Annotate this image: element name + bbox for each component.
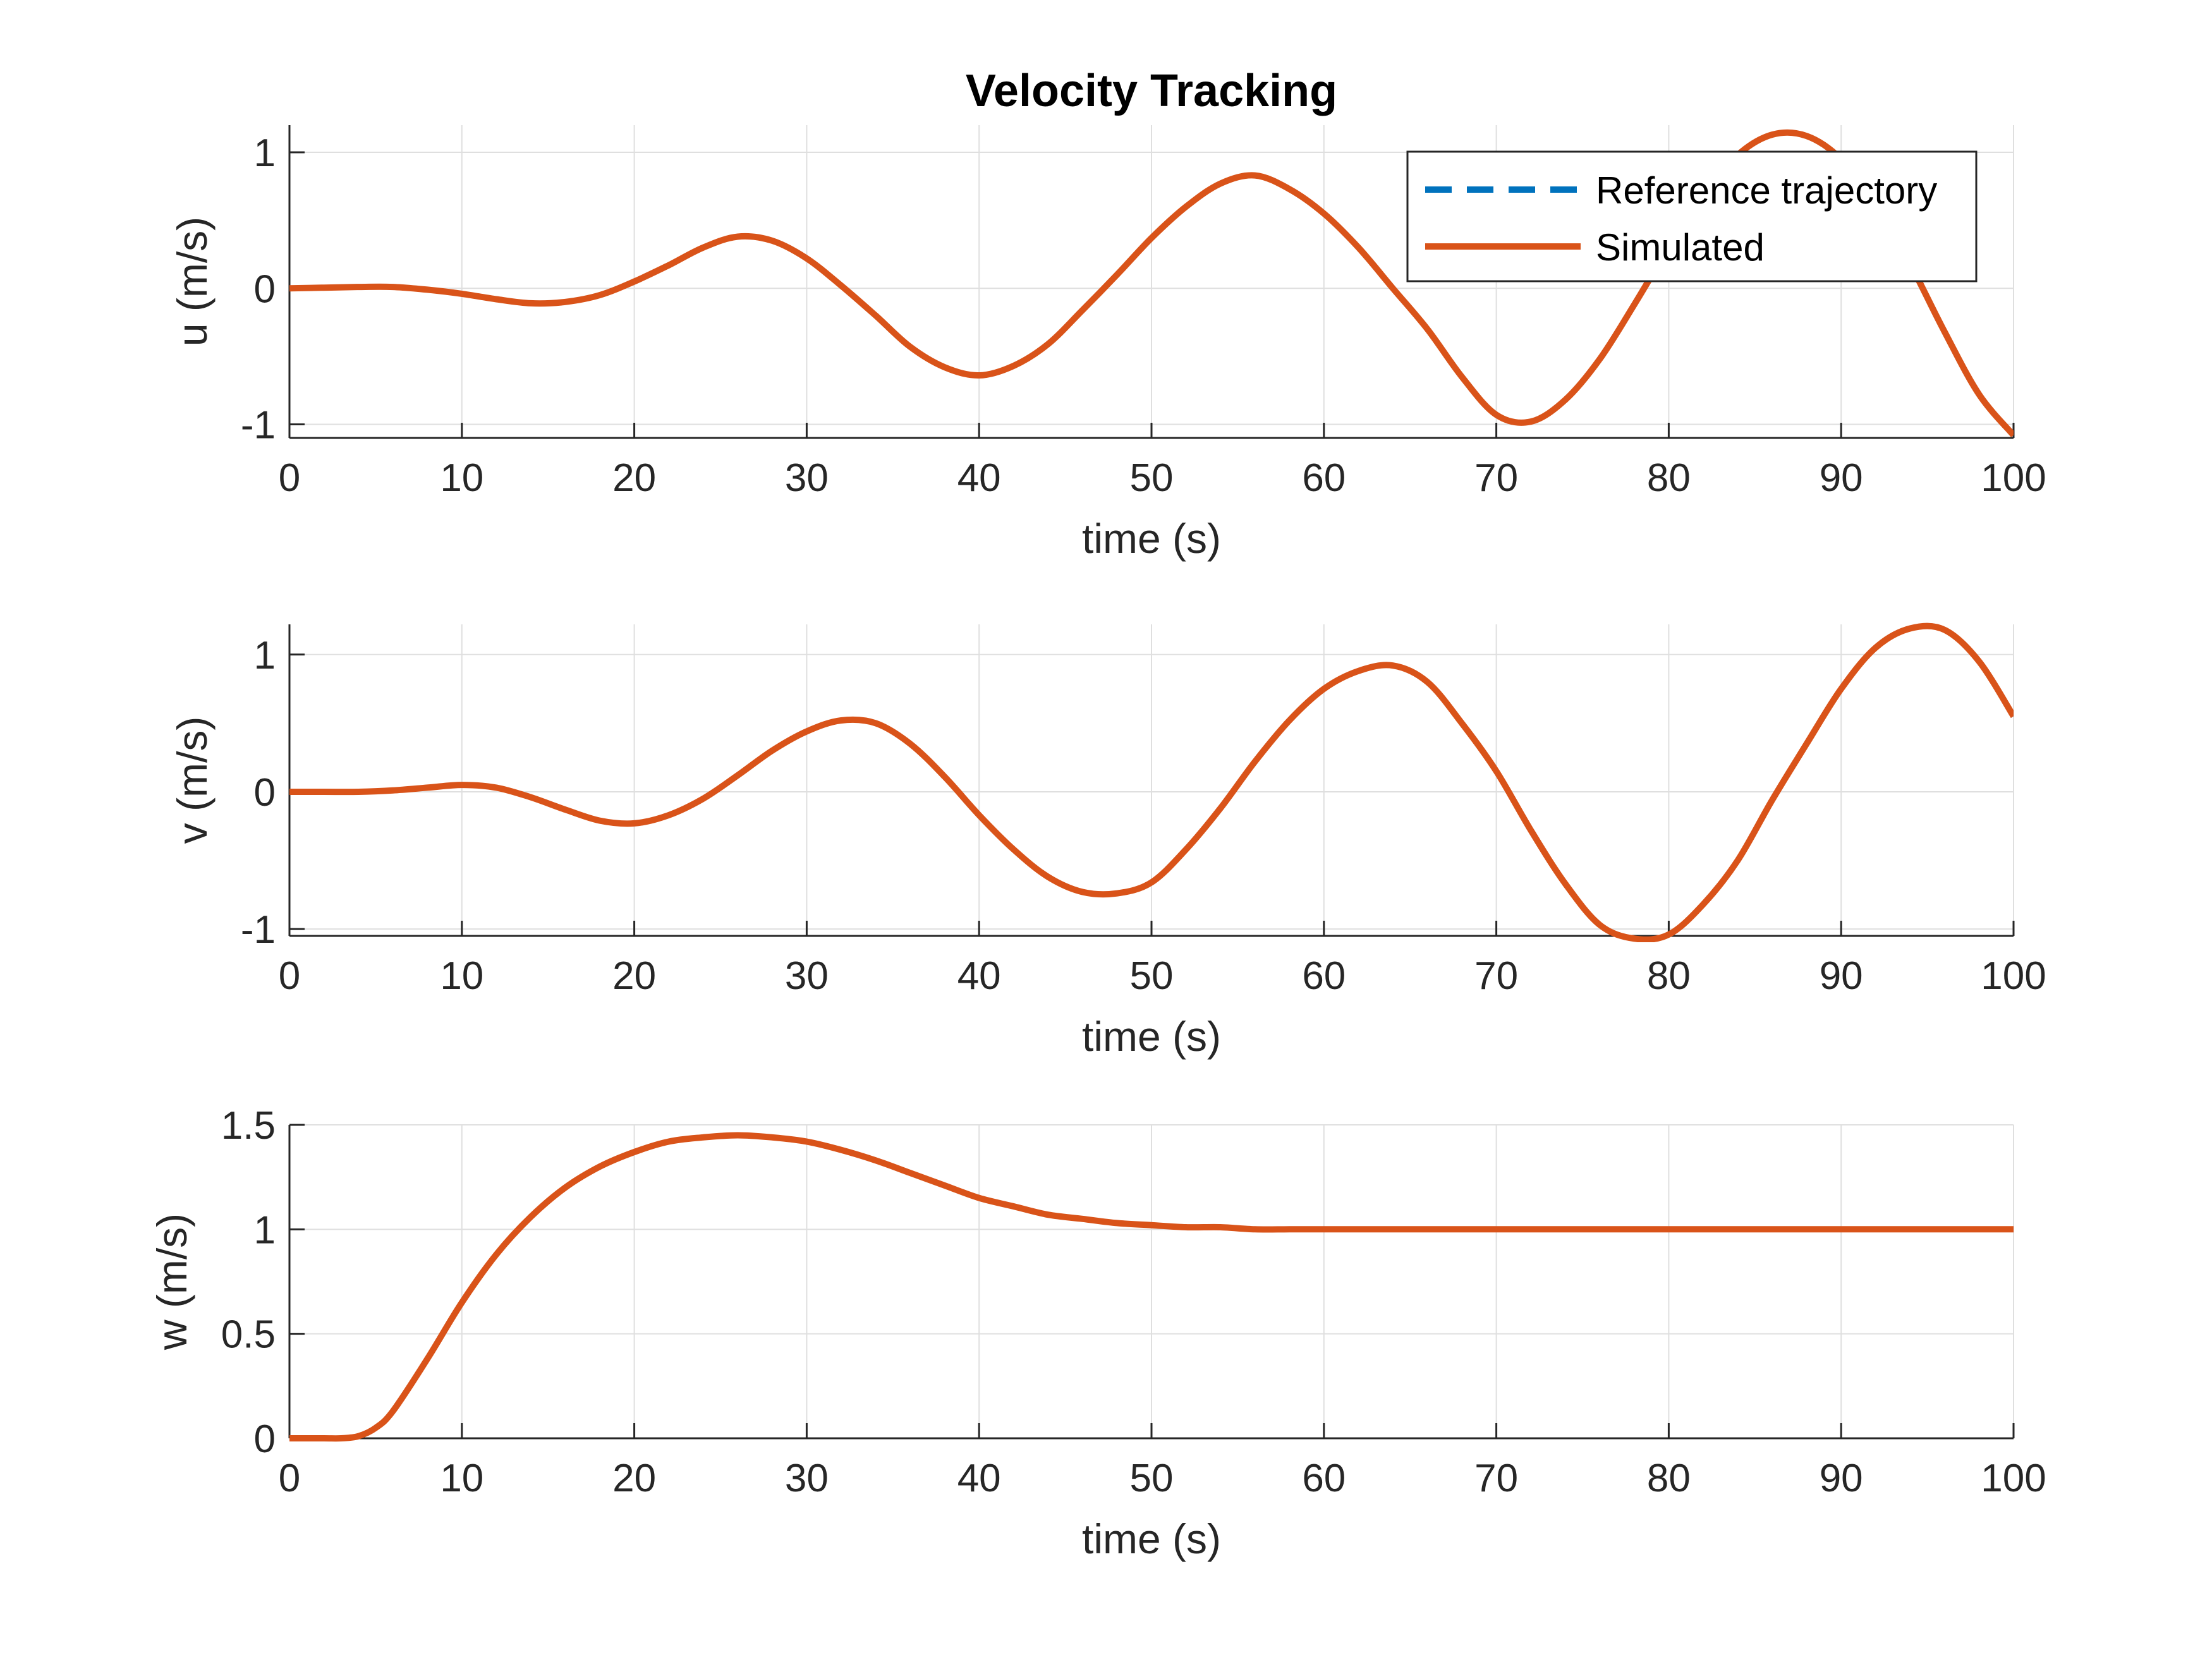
x-tick-label: 60: [1302, 1457, 1346, 1500]
x-tick-label: 0: [279, 954, 300, 998]
legend: Reference trajectory Simulated: [1406, 150, 1978, 282]
x-tick-label: 30: [785, 1457, 829, 1500]
x-tick-label: 90: [1820, 1457, 1863, 1500]
x-tick-label: 10: [440, 456, 483, 500]
x-tick-label: 10: [440, 1457, 483, 1500]
x-tick-label: 80: [1647, 954, 1691, 998]
x-tick-label: 40: [957, 456, 1001, 500]
y-tick-label: -1: [241, 908, 276, 952]
x-tick-label: 100: [1981, 456, 2046, 500]
x-tick-label: 80: [1647, 1457, 1691, 1500]
x-tick-label: 30: [785, 456, 829, 500]
y-tick-label: 0: [254, 267, 276, 311]
simulated-series-line: [289, 622, 2014, 942]
y-axis-label: w (m/s): [149, 1213, 195, 1350]
y-tick-label: 1.5: [221, 1104, 276, 1148]
x-tick-label: 20: [612, 456, 656, 500]
x-tick-label: 40: [957, 1457, 1001, 1500]
x-tick-label: 70: [1474, 954, 1518, 998]
x-axis-label: time (s): [1082, 1013, 1221, 1060]
x-tick-label: 90: [1820, 456, 1863, 500]
x-tick-label: 100: [1981, 954, 2046, 998]
x-tick-label: 90: [1820, 954, 1863, 998]
figure-title: Velocity Tracking: [966, 66, 1337, 116]
x-tick-label: 80: [1647, 456, 1691, 500]
simulated-series-line: [289, 129, 2014, 437]
x-axis-label: time (s): [1082, 515, 1221, 562]
simulated-series-line: [289, 1132, 2014, 1442]
y-axis-label: v (m/s): [169, 717, 216, 844]
x-tick-label: 70: [1474, 1457, 1518, 1500]
y-tick-label: 1: [254, 1208, 276, 1252]
x-tick-label: 0: [279, 1457, 300, 1500]
x-tick-label: 10: [440, 954, 483, 998]
y-tick-label: 1: [254, 131, 276, 175]
x-tick-label: 100: [1981, 1457, 2046, 1500]
legend-reference-label: Reference trajectory: [1596, 169, 1937, 212]
y-tick-label: 0: [254, 771, 276, 815]
x-tick-label: 30: [785, 954, 829, 998]
x-tick-label: 50: [1130, 456, 1174, 500]
y-tick-label: 1: [254, 634, 276, 677]
x-tick-label: 40: [957, 954, 1001, 998]
legend-box: [1406, 150, 1978, 282]
y-tick-label: 0.5: [221, 1313, 276, 1357]
x-tick-label: 60: [1302, 954, 1346, 998]
x-tick-label: 60: [1302, 456, 1346, 500]
legend-simulated-label: Simulated: [1596, 226, 1765, 269]
x-axis-label: time (s): [1082, 1515, 1221, 1562]
x-tick-label: 20: [612, 954, 656, 998]
subplot-3: 0 10 20 30 40 50 60 70 80 90 100 0 0.5 1 1.5 time (s) w …: [149, 1104, 2046, 1562]
x-tick-label: 50: [1130, 954, 1174, 998]
y-axis-label: u (m/s): [169, 217, 216, 346]
x-tick-label: 0: [279, 456, 300, 500]
y-tick-label: 0: [254, 1417, 276, 1461]
x-tick-label: 20: [612, 1457, 656, 1500]
x-tick-label: 70: [1474, 456, 1518, 500]
x-tick-label: 50: [1130, 1457, 1174, 1500]
y-tick-label: -1: [241, 403, 276, 447]
